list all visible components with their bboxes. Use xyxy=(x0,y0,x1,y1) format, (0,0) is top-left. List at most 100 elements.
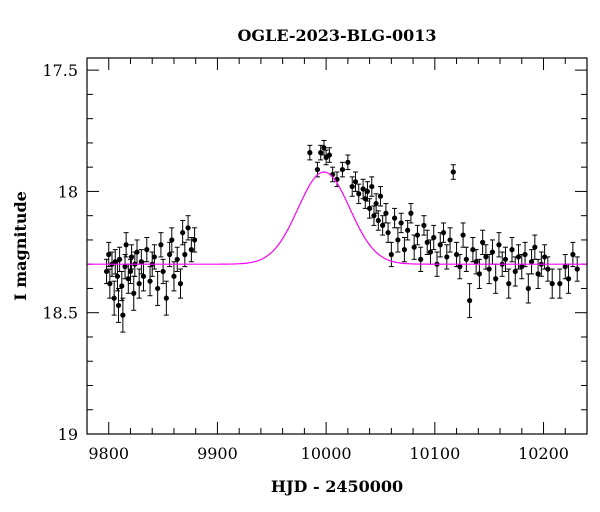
data-marker xyxy=(431,234,437,241)
data-point xyxy=(345,154,351,171)
data-marker xyxy=(437,242,443,248)
data-marker xyxy=(136,281,142,287)
data-point xyxy=(369,176,375,197)
data-point xyxy=(401,237,407,263)
data-point xyxy=(123,232,129,258)
data-marker xyxy=(549,281,555,287)
data-point xyxy=(460,222,466,248)
data-point xyxy=(180,220,186,246)
data-marker xyxy=(408,210,414,216)
data-marker xyxy=(128,254,135,260)
data-point xyxy=(496,232,502,258)
data-point xyxy=(453,241,460,268)
data-marker xyxy=(395,237,401,243)
data-marker xyxy=(401,247,407,253)
data-point xyxy=(463,246,469,272)
data-point xyxy=(185,215,191,241)
data-point xyxy=(522,241,528,268)
data-point xyxy=(570,241,576,268)
data-marker xyxy=(557,281,563,287)
data-marker xyxy=(144,247,150,253)
data-marker xyxy=(117,256,123,262)
data-point xyxy=(506,268,512,299)
data-marker xyxy=(352,179,359,185)
data-marker xyxy=(174,256,180,262)
data-marker xyxy=(418,256,424,262)
plot-frame xyxy=(86,57,588,435)
data-marker xyxy=(424,239,430,245)
data-marker xyxy=(574,266,580,272)
data-point xyxy=(562,253,568,280)
data-marker xyxy=(188,247,194,253)
data-marker xyxy=(440,230,447,236)
data-point xyxy=(349,176,355,197)
data-marker xyxy=(545,266,551,272)
data-point xyxy=(375,210,381,231)
data-point xyxy=(144,237,150,263)
data-marker xyxy=(111,295,117,301)
model-curve xyxy=(87,171,587,265)
data-marker xyxy=(177,281,184,287)
data-marker xyxy=(307,150,313,156)
data-marker xyxy=(375,217,381,224)
data-marker xyxy=(119,283,125,289)
data-point xyxy=(106,241,112,268)
data-marker xyxy=(127,268,134,275)
data-marker xyxy=(525,285,531,292)
x-tick-label: 9800 xyxy=(88,444,129,463)
data-point xyxy=(177,268,184,299)
data-marker xyxy=(444,254,450,260)
y-tick-label: 17.5 xyxy=(42,61,78,80)
data-point xyxy=(545,256,551,282)
data-marker xyxy=(163,295,169,301)
data-point xyxy=(318,144,324,161)
data-point xyxy=(388,241,394,268)
x-axis-title: HJD - 2450000 xyxy=(271,477,403,496)
data-marker xyxy=(480,239,486,245)
data-point xyxy=(107,268,113,299)
data-marker xyxy=(470,247,476,253)
data-point xyxy=(489,239,496,265)
data-point xyxy=(470,237,476,263)
data-marker xyxy=(496,242,502,248)
data-point xyxy=(528,249,535,275)
data-marker xyxy=(182,251,188,258)
data-point xyxy=(440,222,447,243)
data-marker xyxy=(114,273,121,279)
data-point xyxy=(525,273,531,304)
data-marker xyxy=(486,266,492,272)
data-point xyxy=(380,215,386,236)
data-point xyxy=(115,287,122,323)
data-marker xyxy=(405,227,411,233)
data-marker xyxy=(147,278,153,284)
data-point xyxy=(574,256,580,282)
y-tick-label: 18.5 xyxy=(42,304,78,323)
data-marker xyxy=(160,268,166,275)
data-marker xyxy=(125,276,131,282)
data-point xyxy=(364,181,371,202)
data-marker xyxy=(392,215,398,221)
data-point xyxy=(509,237,515,263)
data-point xyxy=(120,297,126,333)
data-point xyxy=(169,227,175,253)
data-point xyxy=(155,270,161,306)
data-marker xyxy=(140,273,147,279)
data-marker xyxy=(457,264,463,270)
data-point xyxy=(437,232,443,258)
data-marker xyxy=(542,254,548,260)
data-marker xyxy=(103,268,110,275)
data-marker xyxy=(473,259,479,265)
data-marker xyxy=(171,273,177,279)
data-marker xyxy=(570,251,576,258)
data-marker xyxy=(155,285,161,292)
data-marker xyxy=(371,213,377,219)
data-marker xyxy=(463,256,469,262)
y-axis-title: I magnitude xyxy=(11,191,30,301)
data-marker xyxy=(528,259,535,265)
data-marker xyxy=(380,222,386,228)
data-point xyxy=(356,183,362,205)
data-point xyxy=(532,234,538,260)
data-point xyxy=(450,164,456,180)
data-marker xyxy=(506,281,512,287)
